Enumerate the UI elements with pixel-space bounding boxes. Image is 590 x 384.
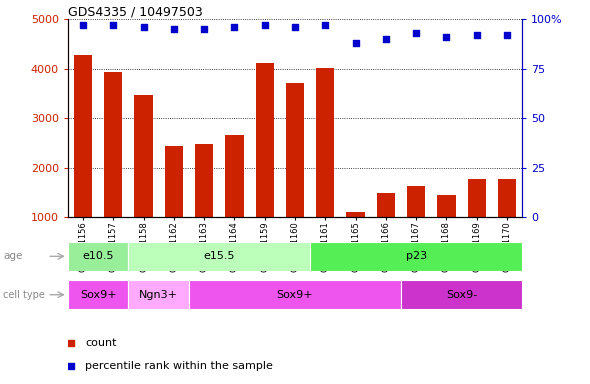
Bar	[74, 55, 92, 266]
Text: p23: p23	[405, 251, 427, 262]
Text: Sox9+: Sox9+	[80, 290, 116, 300]
Point	[381, 36, 391, 42]
Bar	[189, 280, 401, 309]
Bar	[437, 195, 455, 266]
Bar	[377, 193, 395, 266]
Text: Sox9-: Sox9-	[446, 290, 477, 300]
Bar	[68, 242, 129, 271]
Point	[320, 22, 330, 28]
Text: count: count	[86, 338, 117, 348]
Bar	[129, 242, 310, 271]
Point	[351, 40, 360, 46]
Point	[442, 34, 451, 40]
Bar	[401, 280, 522, 309]
Point	[260, 22, 270, 28]
Bar	[286, 83, 304, 266]
Text: GDS4335 / 10497503: GDS4335 / 10497503	[68, 5, 202, 18]
Bar	[316, 68, 335, 266]
Bar	[468, 179, 486, 266]
Point	[290, 24, 300, 30]
Point	[230, 24, 239, 30]
Text: e10.5: e10.5	[83, 251, 114, 262]
Bar	[310, 242, 522, 271]
Bar	[346, 212, 365, 266]
Bar	[255, 63, 274, 266]
Point	[66, 363, 76, 369]
Text: percentile rank within the sample: percentile rank within the sample	[86, 361, 273, 371]
Bar	[68, 280, 129, 309]
Bar	[104, 71, 122, 266]
Point	[472, 32, 481, 38]
Text: Ngn3+: Ngn3+	[139, 290, 178, 300]
Bar	[225, 135, 244, 266]
Point	[66, 340, 76, 346]
Bar	[195, 144, 213, 266]
Text: cell type: cell type	[3, 290, 45, 300]
Bar	[498, 179, 516, 266]
Point	[139, 24, 148, 30]
Bar	[129, 280, 189, 309]
Point	[411, 30, 421, 36]
Point	[78, 22, 88, 28]
Bar	[165, 146, 183, 266]
Bar	[407, 186, 425, 266]
Point	[109, 22, 118, 28]
Bar	[135, 95, 153, 266]
Text: age: age	[3, 251, 22, 262]
Point	[169, 26, 179, 32]
Point	[502, 32, 512, 38]
Text: e15.5: e15.5	[204, 251, 235, 262]
Text: Sox9+: Sox9+	[277, 290, 313, 300]
Point	[199, 26, 209, 32]
